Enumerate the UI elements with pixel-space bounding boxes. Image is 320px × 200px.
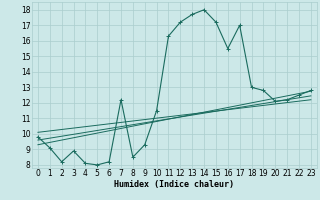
X-axis label: Humidex (Indice chaleur): Humidex (Indice chaleur) (115, 180, 234, 189)
